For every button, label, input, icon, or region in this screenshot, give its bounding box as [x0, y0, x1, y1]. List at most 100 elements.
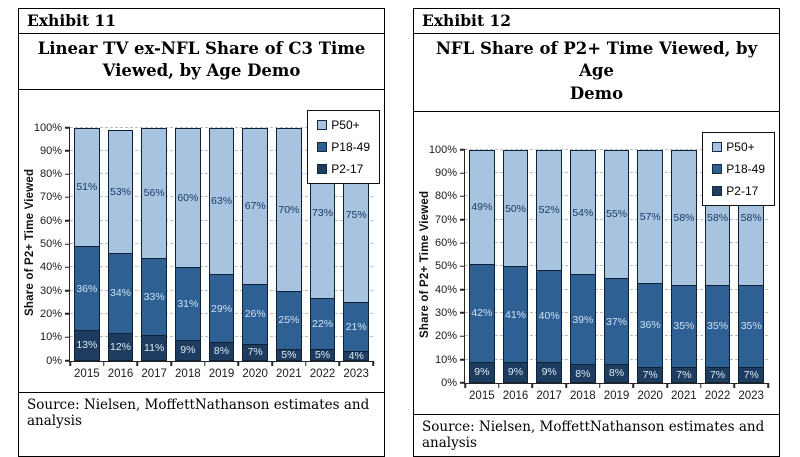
y-axis-tick-label: 100%: [33, 121, 62, 134]
x-axis-tick-mark: [666, 382, 668, 388]
y-axis-tick-mark: [460, 358, 465, 361]
bar-value-label: 57%: [639, 210, 661, 223]
bar-value-label: 58%: [740, 211, 762, 224]
bar-value-label: 36%: [76, 282, 98, 295]
y-axis-tick-label: 20%: [434, 330, 457, 343]
stacked-bar-2015: 9% 42% 49%: [469, 149, 495, 383]
bar-slot: 7% 35% 58%: [667, 149, 701, 383]
y-axis-tick-label: 80%: [39, 168, 62, 181]
x-axis-tick-label: 2022: [309, 367, 336, 380]
y-axis-tick-mark: [65, 243, 70, 245]
bar-segment-p2-17: 9%: [536, 362, 562, 383]
bar-value-label: 5%: [281, 348, 297, 361]
bar-segment-p18-49: 35%: [738, 284, 764, 367]
bar-segment-p18-49: 35%: [671, 284, 697, 367]
x-axis-tick-mark: [102, 360, 105, 366]
legend-label: P2-17: [331, 161, 364, 176]
bar-slot: 9% 41% 50%: [499, 149, 533, 383]
y-axis-tick-mark: [65, 196, 70, 199]
bar-slot: 8% 39% 54%: [566, 149, 600, 383]
bar-value-label: 7%: [676, 368, 692, 381]
bar-segment-p50+: 56%: [141, 127, 167, 259]
bar-value-label: 26%: [244, 308, 266, 321]
chart-area: Share of P2+ Time Viewed 0% 10% 20% 30% 40% 5…: [414, 111, 779, 414]
x-axis-tick-mark: [372, 360, 374, 366]
bar-value-label: 7%: [743, 368, 759, 381]
legend-item: P18-49: [712, 162, 765, 176]
bar-value-label: 51%: [76, 181, 98, 194]
bar-value-label: 7%: [709, 368, 726, 381]
x-axis-tick-mark: [304, 360, 307, 366]
bar-segment-p2-17: 7%: [738, 366, 764, 383]
bar-slot: 13% 36% 51%: [70, 127, 104, 361]
bar-segment-p50+: 51%: [74, 127, 100, 247]
bar-segment-p2-17: 5%: [276, 348, 302, 361]
y-axis-tick-label: 90%: [39, 144, 62, 157]
y-axis-label: Share of P2+ Time Viewed: [419, 190, 431, 338]
y-axis-tick-label: 20%: [39, 307, 62, 320]
stacked-bar-2020: 7% 26% 67%: [242, 127, 268, 361]
bar-value-label: 54%: [572, 206, 594, 219]
x-axis-tick-mark: [69, 360, 71, 366]
bar-segment-p2-17: 9%: [175, 339, 201, 361]
bar-value-label: 31%: [177, 297, 199, 310]
bar-value-label: 5%: [314, 348, 331, 361]
stacked-bar-2019: 8% 37% 55%: [603, 149, 630, 383]
y-axis-tick-label: 10%: [39, 331, 62, 344]
bar-value-label: 35%: [673, 320, 695, 333]
x-axis-tick-label: 2020: [637, 389, 663, 402]
bar-segment-p2-17: 7%: [671, 366, 697, 383]
bar-segment-p2-17: 13%: [74, 330, 100, 361]
bar-segment-p50+: 63%: [208, 127, 235, 275]
exhibit-label: Exhibit 12: [414, 9, 779, 34]
bar-segment-p18-49: 21%: [343, 302, 369, 352]
y-axis-tick-label: 0%: [441, 376, 457, 389]
legend: P50+ P18-49 P2-17: [702, 131, 775, 206]
bar-segment-p18-49: 22%: [309, 297, 336, 349]
bar-value-label: 8%: [213, 345, 230, 358]
bar-value-label: 73%: [312, 207, 334, 220]
y-axis-tick-mark: [460, 265, 465, 268]
x-axis-tick-mark: [464, 382, 466, 388]
bar-slot: 9% 31% 60%: [171, 127, 205, 361]
x-axis-tick-label: 2018: [175, 367, 201, 380]
y-axis-tick-label: 60%: [39, 214, 62, 227]
x-axis-tick-mark: [565, 382, 567, 388]
x-axis-tick-mark: [237, 360, 240, 366]
bar-value-label: 67%: [244, 200, 266, 213]
bar-slot: 8% 37% 55%: [600, 149, 634, 383]
y-axis-tick-mark: [65, 359, 70, 362]
x-axis-tick-label: 2017: [141, 367, 167, 380]
y-axis-tick-mark: [65, 219, 70, 222]
bar-segment-p18-49: 34%: [107, 253, 134, 333]
bar-value-label: 55%: [606, 208, 628, 221]
y-axis-tick-mark: [460, 312, 465, 314]
bar-segment-p50+: 49%: [469, 149, 495, 264]
bar-segment-p18-49: 39%: [570, 274, 596, 365]
bar-value-label: 8%: [575, 367, 591, 380]
y-axis-tick-label: 100%: [428, 143, 457, 156]
x-axis-tick-mark: [767, 382, 769, 388]
bar-segment-p18-49: 25%: [276, 290, 302, 349]
x-axis-tick-mark: [531, 382, 534, 388]
bar-segment-p2-17: 7%: [242, 344, 268, 361]
x-axis-tick-mark: [271, 360, 273, 366]
bar-slot: 7% 36% 57%: [633, 149, 667, 383]
legend-label: P50+: [331, 117, 360, 132]
gridline: [465, 148, 768, 150]
y-axis-tick-label: 30%: [434, 306, 457, 319]
bar-segment-p2-17: 9%: [502, 361, 529, 383]
bar-value-label: 42%: [471, 307, 493, 320]
bar-value-label: 9%: [180, 344, 196, 357]
bar-value-label: 39%: [572, 313, 594, 326]
bar-value-label: 9%: [507, 366, 524, 379]
stacked-bar-2019: 8% 29% 63%: [208, 127, 235, 361]
bar-segment-p50+: 50%: [502, 149, 529, 267]
bar-value-label: 36%: [639, 319, 661, 332]
bar-segment-p50+: 67%: [242, 127, 268, 284]
bar-segment-p18-49: 29%: [208, 274, 235, 342]
bar-value-label: 4%: [348, 349, 364, 362]
bar-value-label: 7%: [642, 368, 658, 381]
y-axis-tick-label: 70%: [39, 191, 62, 204]
y-axis-tick-mark: [65, 266, 70, 269]
